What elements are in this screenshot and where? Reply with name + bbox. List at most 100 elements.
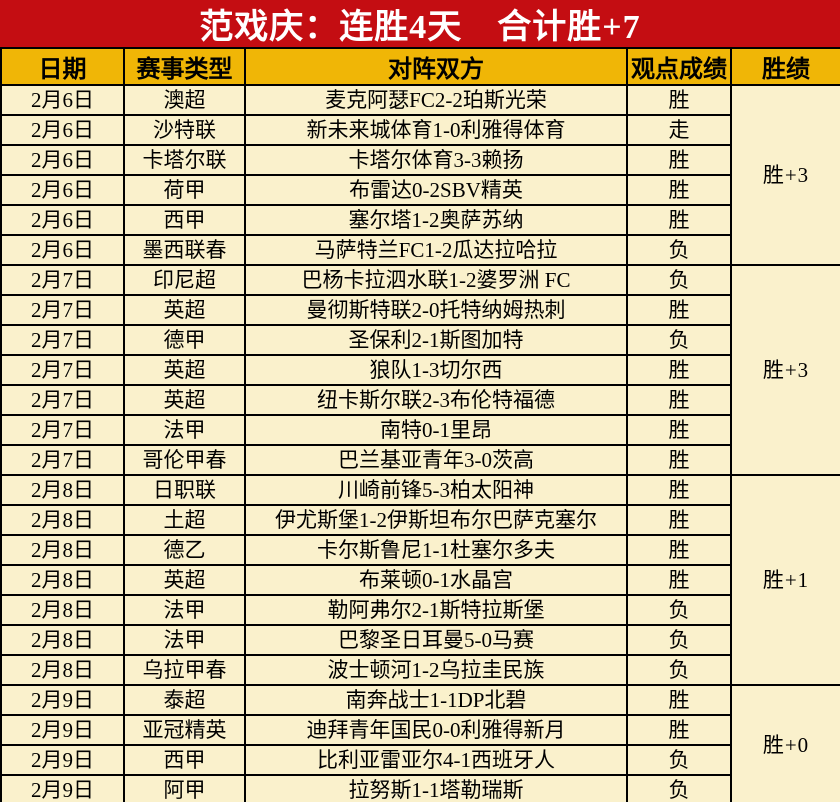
result-cell: 负	[626, 744, 732, 776]
league-cell: 西甲	[123, 744, 246, 776]
league-cell: 澳超	[123, 84, 246, 116]
result-cell: 胜	[626, 684, 732, 716]
result-cell: 负	[626, 624, 732, 656]
table-row: 2月8日 德乙 卡尔斯鲁尼1-1杜塞尔多夫 胜	[0, 534, 840, 566]
table-row: 2月9日 西甲 比利亚雷亚尔4-1西班牙人 负	[0, 744, 840, 776]
match-cell: 迪拜青年国民0-0利雅得新月	[244, 714, 628, 746]
date-cell: 2月7日	[0, 414, 125, 446]
header-row: 日期 赛事类型 对阵双方 观点成绩 胜绩	[0, 47, 840, 86]
match-cell: 新未来城体育1-0利雅得体育	[244, 114, 628, 146]
date-cell: 2月8日	[0, 474, 125, 506]
table-row: 2月9日 亚冠精英 迪拜青年国民0-0利雅得新月 胜	[0, 714, 840, 746]
match-cell: 巴杨卡拉泗水联1-2婆罗洲 FC	[244, 264, 628, 296]
record-cell: 胜+3	[730, 84, 840, 266]
league-cell: 亚冠精英	[123, 714, 246, 746]
date-cell: 2月7日	[0, 294, 125, 326]
result-cell: 胜	[626, 384, 732, 416]
league-cell: 泰超	[123, 684, 246, 716]
match-cell: 曼彻斯特联2-0托特纳姆热刺	[244, 294, 628, 326]
match-cell: 布雷达0-2SBV精英	[244, 174, 628, 206]
table-row: 2月8日 法甲 勒阿弗尔2-1斯特拉斯堡 负	[0, 594, 840, 626]
result-cell: 胜	[626, 144, 732, 176]
page-title: 范戏庆：连胜4天 合计胜+7	[0, 0, 840, 47]
match-cell: 比利亚雷亚尔4-1西班牙人	[244, 744, 628, 776]
table-row: 2月7日 德甲 圣保利2-1斯图加特 负	[0, 324, 840, 356]
table-row: 2月8日 法甲 巴黎圣日耳曼5-0马赛 负	[0, 624, 840, 656]
result-cell: 胜	[626, 354, 732, 386]
match-cell: 川崎前锋5-3柏太阳神	[244, 474, 628, 506]
table-row: 2月6日 卡塔尔联 卡塔尔体育3-3赖扬 胜	[0, 144, 840, 176]
result-cell: 胜	[626, 534, 732, 566]
date-cell: 2月7日	[0, 444, 125, 476]
league-cell: 日职联	[123, 474, 246, 506]
table-row: 2月8日 乌拉甲春 波士顿河1-2乌拉圭民族 负	[0, 654, 840, 686]
table-row: 2月9日 阿甲 拉努斯1-1塔勒瑞斯 负	[0, 774, 840, 802]
league-cell: 西甲	[123, 204, 246, 236]
table-row: 2月9日 泰超 南奔战士1-1DP北碧 胜 胜+0	[0, 684, 840, 802]
result-cell: 胜	[626, 504, 732, 536]
date-cell: 2月6日	[0, 114, 125, 146]
date-cell: 2月6日	[0, 174, 125, 206]
match-cell: 狼队1-3切尔西	[244, 354, 628, 386]
match-cell: 巴兰基亚青年3-0茨高	[244, 444, 628, 476]
league-cell: 法甲	[123, 624, 246, 656]
date-cell: 2月7日	[0, 384, 125, 416]
match-cell: 纽卡斯尔联2-3布伦特福德	[244, 384, 628, 416]
result-cell: 胜	[626, 414, 732, 446]
league-cell: 英超	[123, 384, 246, 416]
table-row: 2月7日 英超 曼彻斯特联2-0托特纳姆热刺 胜	[0, 294, 840, 326]
league-cell: 乌拉甲春	[123, 654, 246, 686]
league-cell: 墨西联春	[123, 234, 246, 266]
table-row: 2月7日 印尼超 巴杨卡拉泗水联1-2婆罗洲 FC 负 胜+3	[0, 264, 840, 476]
table-row: 2月8日 英超 布莱顿0-1水晶宫 胜	[0, 564, 840, 596]
match-cell: 巴黎圣日耳曼5-0马赛	[244, 624, 628, 656]
league-cell: 英超	[123, 294, 246, 326]
table-row: 2月7日 法甲 南特0-1里昂 胜	[0, 414, 840, 446]
match-cell: 卡塔尔体育3-3赖扬	[244, 144, 628, 176]
result-cell: 走	[626, 114, 732, 146]
table-row: 2月8日 日职联 川崎前锋5-3柏太阳神 胜 胜+1	[0, 474, 840, 686]
date-cell: 2月8日	[0, 564, 125, 596]
date-cell: 2月9日	[0, 684, 125, 716]
date-cell: 2月6日	[0, 204, 125, 236]
league-cell: 沙特联	[123, 114, 246, 146]
league-cell: 法甲	[123, 594, 246, 626]
match-cell: 拉努斯1-1塔勒瑞斯	[244, 774, 628, 802]
result-cell: 胜	[626, 294, 732, 326]
column-header-match: 对阵双方	[244, 47, 628, 86]
column-header-result: 观点成绩	[626, 47, 732, 86]
date-cell: 2月7日	[0, 324, 125, 356]
league-cell: 德乙	[123, 534, 246, 566]
league-cell: 哥伦甲春	[123, 444, 246, 476]
league-cell: 阿甲	[123, 774, 246, 802]
date-cell: 2月9日	[0, 714, 125, 746]
result-cell: 负	[626, 324, 732, 356]
table-row: 2月6日 沙特联 新未来城体育1-0利雅得体育 走	[0, 114, 840, 146]
table-row: 2月6日 西甲 塞尔塔1-2奥萨苏纳 胜	[0, 204, 840, 236]
date-cell: 2月6日	[0, 234, 125, 266]
table-row: 2月6日 澳超 麦克阿瑟FC2-2珀斯光荣 胜 胜+3	[0, 84, 840, 266]
column-header-record: 胜绩	[730, 47, 840, 86]
date-cell: 2月7日	[0, 354, 125, 386]
result-cell: 胜	[626, 174, 732, 206]
match-cell: 勒阿弗尔2-1斯特拉斯堡	[244, 594, 628, 626]
league-cell: 荷甲	[123, 174, 246, 206]
league-cell: 法甲	[123, 414, 246, 446]
date-cell: 2月9日	[0, 744, 125, 776]
result-cell: 负	[626, 234, 732, 266]
date-cell: 2月8日	[0, 654, 125, 686]
column-header-league: 赛事类型	[123, 47, 246, 86]
result-cell: 胜	[626, 444, 732, 476]
league-cell: 土超	[123, 504, 246, 536]
match-cell: 布莱顿0-1水晶宫	[244, 564, 628, 596]
match-cell: 卡尔斯鲁尼1-1杜塞尔多夫	[244, 534, 628, 566]
table-row: 2月8日 土超 伊尤斯堡1-2伊斯坦布尔巴萨克塞尔 胜	[0, 504, 840, 536]
match-cell: 麦克阿瑟FC2-2珀斯光荣	[244, 84, 628, 116]
table-row: 2月6日 荷甲 布雷达0-2SBV精英 胜	[0, 174, 840, 206]
table-row: 2月7日 英超 狼队1-3切尔西 胜	[0, 354, 840, 386]
league-cell: 卡塔尔联	[123, 144, 246, 176]
record-cell: 胜+0	[730, 684, 840, 802]
result-cell: 胜	[626, 84, 732, 116]
date-cell: 2月8日	[0, 624, 125, 656]
